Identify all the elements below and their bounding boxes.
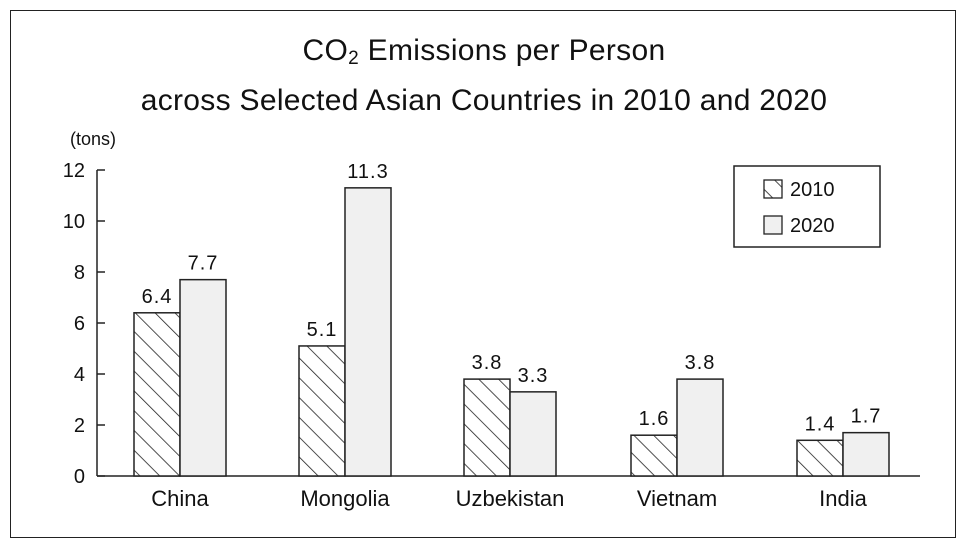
- category-label: China: [151, 486, 209, 511]
- data-label: 1.7: [851, 406, 882, 428]
- legend-box: [733, 165, 881, 248]
- y-tick-label: 0: [74, 466, 85, 488]
- y-tick-label: 6: [74, 313, 85, 335]
- bar-2020-mongolia: [344, 187, 392, 477]
- legend-label: 2010: [790, 179, 835, 201]
- bar-2020-india: [842, 431, 890, 477]
- data-label: 1.6: [639, 408, 670, 430]
- data-label: 1.4: [805, 413, 836, 435]
- data-label: 5.1: [307, 319, 338, 341]
- y-tick-label: 8: [74, 262, 85, 284]
- bar-2020-china: [179, 278, 227, 477]
- data-label: 11.3: [347, 161, 388, 183]
- legend-swatch-2020: [763, 215, 783, 235]
- bar-2010-mongolia: [298, 345, 346, 477]
- data-label: 6.4: [142, 286, 173, 308]
- data-label: 3.8: [472, 352, 503, 374]
- bar-2020-uzbekistan: [509, 391, 557, 477]
- category-label: Mongolia: [300, 486, 390, 511]
- legend-label: 2020: [790, 215, 835, 237]
- category-label: India: [819, 486, 867, 511]
- category-label: Vietnam: [637, 486, 717, 511]
- chart-title: CO2 Emissions per Person: [302, 34, 666, 69]
- y-tick-label: 10: [63, 211, 85, 233]
- bar-2010-vietnam: [630, 434, 678, 477]
- y-axis-label: (tons): [70, 129, 116, 149]
- data-label: 7.7: [188, 253, 219, 275]
- legend-swatch-2010: [763, 179, 783, 199]
- category-label: Uzbekistan: [456, 486, 565, 511]
- y-tick-label: 12: [63, 160, 85, 182]
- y-tick-label: 2: [74, 415, 85, 437]
- chart-subtitle: across Selected Asian Countries in 2010 …: [140, 84, 828, 117]
- bar-2020-vietnam: [676, 378, 724, 477]
- bar-2010-uzbekistan: [463, 378, 511, 477]
- data-label: 3.3: [518, 365, 549, 387]
- bar-2010-china: [133, 312, 181, 477]
- data-label: 3.8: [685, 352, 716, 374]
- bar-2010-india: [796, 439, 844, 477]
- y-tick-label: 4: [74, 364, 85, 386]
